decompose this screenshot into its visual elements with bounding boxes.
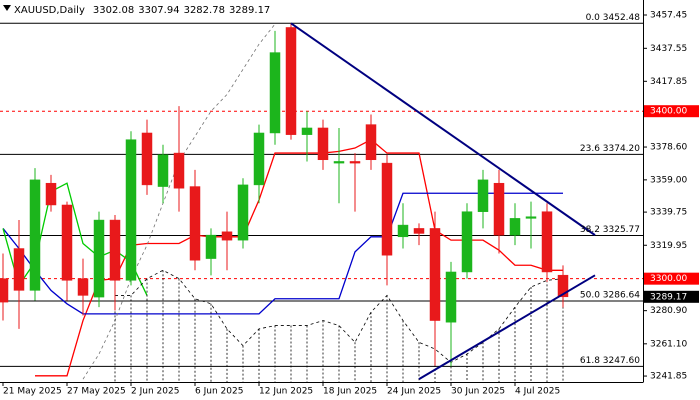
candle-body xyxy=(349,161,361,164)
candle-body xyxy=(525,216,537,219)
price-label: 3300.00 xyxy=(650,274,687,284)
price-box xyxy=(644,105,699,118)
candle-body xyxy=(269,52,281,134)
trendline xyxy=(290,22,596,236)
trendline xyxy=(418,274,596,381)
indicator-line xyxy=(2,182,148,296)
y-tick-label: 3339.75 xyxy=(650,208,687,218)
candle-body xyxy=(0,278,9,303)
y-tick-label: 3241.85 xyxy=(650,372,687,382)
header-close: 3289.17 xyxy=(229,5,270,16)
price-box xyxy=(644,272,699,285)
candle-body xyxy=(557,274,569,298)
indicator-line xyxy=(2,192,563,315)
x-tick-label: 30 Jun 2025 xyxy=(451,387,505,397)
chart-header: XAUUSD,Daily 3302.08 3307.94 3282.78 3289.17 xyxy=(14,5,270,16)
candle-body xyxy=(13,248,25,291)
candle-body xyxy=(93,219,105,298)
x-tick-label: 27 May 2025 xyxy=(67,387,126,397)
candle-body xyxy=(461,211,473,273)
candle-body xyxy=(189,186,201,261)
candle-body xyxy=(141,132,153,186)
x-tick-label: 18 Jun 2025 xyxy=(323,387,377,397)
header-open: 3302.08 xyxy=(93,5,134,16)
y-tick-label: 3261.10 xyxy=(650,339,687,349)
fib-label: 61.8 3247.60 xyxy=(580,356,640,366)
candle-body xyxy=(109,219,121,281)
candle-body xyxy=(541,211,553,273)
candle-body xyxy=(125,139,137,281)
x-tick-label: 12 Jun 2025 xyxy=(259,387,313,397)
candle-body xyxy=(61,204,73,281)
fib-label: 23.6 3374.20 xyxy=(580,144,640,154)
header-high: 3307.94 xyxy=(138,5,179,16)
x-tick-label: 24 Jun 2025 xyxy=(387,387,441,397)
y-tick-label: 3437.55 xyxy=(650,44,687,54)
candle-body xyxy=(221,231,233,241)
y-tick-label: 3417.85 xyxy=(650,77,687,87)
y-tick-label: 3319.95 xyxy=(650,241,687,251)
candle-body xyxy=(285,27,297,135)
candle-body xyxy=(29,179,41,291)
fib-label: 0.0 3452.48 xyxy=(586,13,641,23)
candle-body xyxy=(205,234,217,259)
y-tick-label: 3378.60 xyxy=(650,143,687,153)
candle-body xyxy=(317,127,329,161)
candle-body xyxy=(301,127,313,135)
candle-body xyxy=(157,154,169,187)
candle-body xyxy=(493,182,505,236)
current-price-box xyxy=(644,290,699,303)
fib-label: 50.0 3286.64 xyxy=(580,291,640,301)
candle-body xyxy=(413,228,425,234)
candle-body xyxy=(365,124,377,161)
candle-body xyxy=(509,218,521,236)
y-tick-label: 3359.00 xyxy=(650,175,687,185)
indicator-line xyxy=(35,138,563,377)
fib-label: 38.2 3325.77 xyxy=(580,225,640,235)
candle-body xyxy=(477,179,489,212)
candle-body xyxy=(253,132,265,186)
x-tick-label: 6 Jun 2025 xyxy=(195,387,243,397)
candle-body xyxy=(45,182,57,206)
candle-body xyxy=(77,278,89,296)
candle-body xyxy=(397,224,409,238)
plot-area xyxy=(0,22,643,382)
price-label: 3400.00 xyxy=(650,107,687,117)
x-tick-label: 4 Jul 2025 xyxy=(515,387,560,397)
symbol-icon xyxy=(3,5,11,11)
candle-body xyxy=(333,161,345,164)
header-low: 3282.78 xyxy=(184,5,225,16)
candle-body xyxy=(173,152,185,189)
chart-title: XAUUSD,Daily xyxy=(14,5,85,16)
candle-body xyxy=(445,271,457,323)
x-tick-label: 2 Jun 2025 xyxy=(131,387,179,397)
y-tick-label: 3457.45 xyxy=(650,10,687,20)
x-tick-label: 21 May 2025 xyxy=(3,387,62,397)
candle-body xyxy=(429,228,441,321)
current-price-label: 3289.17 xyxy=(650,292,687,302)
indicator-line xyxy=(115,269,564,363)
candle-body xyxy=(381,162,393,256)
y-tick-label: 3280.90 xyxy=(650,306,687,316)
candle-body xyxy=(237,184,249,241)
